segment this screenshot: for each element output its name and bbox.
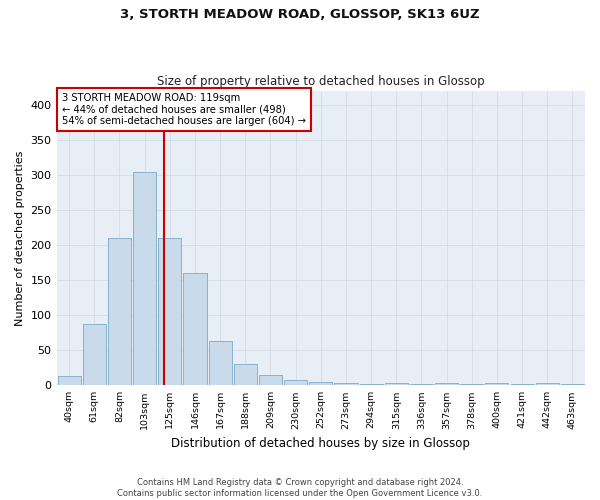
- Y-axis label: Number of detached properties: Number of detached properties: [15, 150, 25, 326]
- Bar: [309, 382, 332, 386]
- Bar: [259, 375, 282, 386]
- Bar: [184, 273, 206, 386]
- X-axis label: Distribution of detached houses by size in Glossop: Distribution of detached houses by size …: [172, 437, 470, 450]
- Bar: [158, 238, 181, 386]
- Bar: [209, 341, 232, 386]
- Bar: [511, 384, 533, 386]
- Text: Contains HM Land Registry data © Crown copyright and database right 2024.
Contai: Contains HM Land Registry data © Crown c…: [118, 478, 482, 498]
- Bar: [385, 383, 408, 386]
- Bar: [485, 383, 508, 386]
- Bar: [83, 324, 106, 386]
- Bar: [284, 380, 307, 386]
- Bar: [536, 383, 559, 386]
- Bar: [108, 238, 131, 386]
- Bar: [460, 384, 484, 386]
- Bar: [561, 384, 584, 386]
- Bar: [334, 383, 358, 386]
- Bar: [58, 376, 80, 386]
- Bar: [435, 383, 458, 386]
- Title: Size of property relative to detached houses in Glossop: Size of property relative to detached ho…: [157, 76, 485, 88]
- Bar: [133, 172, 156, 386]
- Bar: [410, 384, 433, 386]
- Bar: [234, 364, 257, 386]
- Bar: [359, 384, 383, 386]
- Text: 3, STORTH MEADOW ROAD, GLOSSOP, SK13 6UZ: 3, STORTH MEADOW ROAD, GLOSSOP, SK13 6UZ: [120, 8, 480, 20]
- Text: 3 STORTH MEADOW ROAD: 119sqm
← 44% of detached houses are smaller (498)
54% of s: 3 STORTH MEADOW ROAD: 119sqm ← 44% of de…: [62, 92, 306, 126]
